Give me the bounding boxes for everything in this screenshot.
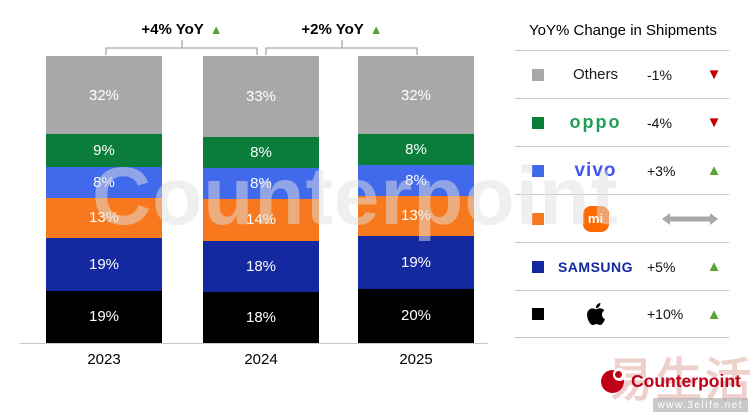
- up-triangle-icon: [707, 258, 722, 275]
- segment-oppo-2024: 8%: [203, 136, 319, 168]
- legend-row-xiaomi: mi: [515, 194, 729, 242]
- counterpoint-mark-icon: [601, 368, 626, 393]
- xiaomi-mi-logo: mi: [582, 205, 609, 232]
- segment-oppo-2023: 9%: [46, 134, 162, 167]
- segment-others-2024: 33%: [203, 56, 319, 137]
- legend-row-others: Others -1%: [515, 50, 729, 98]
- plot-area: 32% 9% 8% 13% 19% 19% 33% 8% 8% 14% 18% 18% 32% 8% 8% 1…: [0, 56, 512, 344]
- samsung-logo: SAMSUNG: [557, 258, 634, 275]
- segment-value-label: 32%: [88, 86, 120, 104]
- segment-value-label: 32%: [400, 86, 432, 104]
- segment-value-label: 33%: [245, 87, 277, 105]
- samsung-change: +5%: [647, 258, 676, 275]
- apple-swatch: [532, 308, 544, 320]
- up-triangle-icon: [210, 22, 223, 37]
- vivo-change: +3%: [647, 162, 676, 179]
- segment-others-2023: 32%: [46, 56, 162, 135]
- legend-row-vivo: vivo +3%: [515, 146, 729, 194]
- segment-value-label: 19%: [88, 255, 120, 273]
- apple-logo-icon: [586, 303, 605, 325]
- segment-value-label: 8%: [250, 174, 272, 192]
- legend-row-samsung: SAMSUNG +5%: [515, 242, 729, 290]
- samsung-swatch: [532, 260, 544, 273]
- segment-value-label: 19%: [88, 308, 120, 326]
- x-tick-2025: 2025: [399, 351, 433, 368]
- segment-apple-2024: 18%: [203, 292, 319, 343]
- growth-bracket-lines: [105, 40, 418, 55]
- segment-xiaomi-2024: 14%: [203, 198, 319, 242]
- xiaomi-swatch: [532, 212, 544, 225]
- up-triangle-icon: [707, 306, 722, 323]
- segment-value-label: 18%: [245, 309, 277, 327]
- down-triangle-icon: [707, 66, 722, 83]
- bar-2025: 32% 8% 8% 13% 19% 20%: [358, 56, 474, 344]
- x-axis-line: [20, 343, 488, 344]
- x-tick-2024: 2024: [244, 351, 278, 368]
- segment-samsung-2024: 18%: [203, 241, 319, 293]
- counterpoint-logo: Counterpoint: [601, 368, 741, 393]
- segment-value-label: 18%: [245, 258, 277, 276]
- segment-value-label: 13%: [88, 209, 120, 227]
- segment-value-label: 14%: [245, 211, 277, 229]
- growth-annotation-2024-2025: +2% YoY: [262, 21, 422, 38]
- bar-2023: 32% 9% 8% 13% 19% 19%: [46, 56, 162, 344]
- bar-2024: 33% 8% 8% 14% 18% 18%: [203, 56, 319, 343]
- segment-value-label: 13%: [400, 207, 432, 225]
- segment-xiaomi-2025: 13%: [358, 195, 474, 237]
- segment-value-label: 8%: [250, 143, 272, 161]
- counterpoint-logo-text: Counterpoint: [631, 371, 741, 391]
- legend: YoY% Change in Shipments Others -1% oppo…: [515, 18, 729, 338]
- segment-samsung-2025: 19%: [358, 236, 474, 289]
- legend-row-apple: +10%: [515, 290, 729, 338]
- segment-value-label: 20%: [400, 307, 432, 325]
- segment-apple-2023: 19%: [46, 290, 162, 344]
- segment-value-label: 8%: [405, 140, 427, 158]
- flat-double-arrow-icon: [661, 212, 719, 226]
- segment-vivo-2024: 8%: [203, 167, 319, 199]
- apple-change: +10%: [647, 306, 684, 322]
- legend-title: YoY% Change in Shipments: [529, 22, 717, 39]
- segment-vivo-2023: 8%: [46, 166, 162, 198]
- segment-vivo-2025: 8%: [358, 164, 474, 196]
- oppo-change: -4%: [647, 114, 672, 131]
- oppo-logo: oppo: [569, 112, 622, 132]
- segment-others-2025: 32%: [358, 56, 474, 135]
- growth-annotation-2023-2024: +4% YoY: [102, 21, 262, 38]
- legend-row-oppo: oppo -4%: [515, 98, 729, 146]
- segment-xiaomi-2023: 13%: [46, 197, 162, 239]
- up-triangle-icon: [370, 22, 383, 37]
- segment-apple-2025: 20%: [358, 288, 474, 344]
- down-triangle-icon: [707, 114, 722, 131]
- up-triangle-icon: [707, 162, 722, 179]
- x-tick-2023: 2023: [87, 351, 121, 368]
- site-url-watermark: www.3elife.net: [652, 398, 748, 412]
- segment-value-label: 8%: [93, 173, 115, 191]
- others-swatch: [532, 68, 544, 81]
- growth-label: +4% YoY: [141, 21, 204, 38]
- others-label: Others: [572, 66, 618, 83]
- segment-oppo-2025: 8%: [358, 134, 474, 165]
- segment-value-label: 8%: [405, 171, 427, 189]
- segment-value-label: 19%: [400, 253, 432, 271]
- vivo-logo: vivo: [574, 159, 617, 181]
- others-change: -1%: [647, 66, 672, 83]
- growth-label: +2% YoY: [301, 21, 364, 38]
- oppo-swatch: [532, 116, 544, 129]
- segment-samsung-2023: 19%: [46, 238, 162, 291]
- segment-value-label: 9%: [93, 141, 115, 159]
- vivo-swatch: [532, 164, 544, 177]
